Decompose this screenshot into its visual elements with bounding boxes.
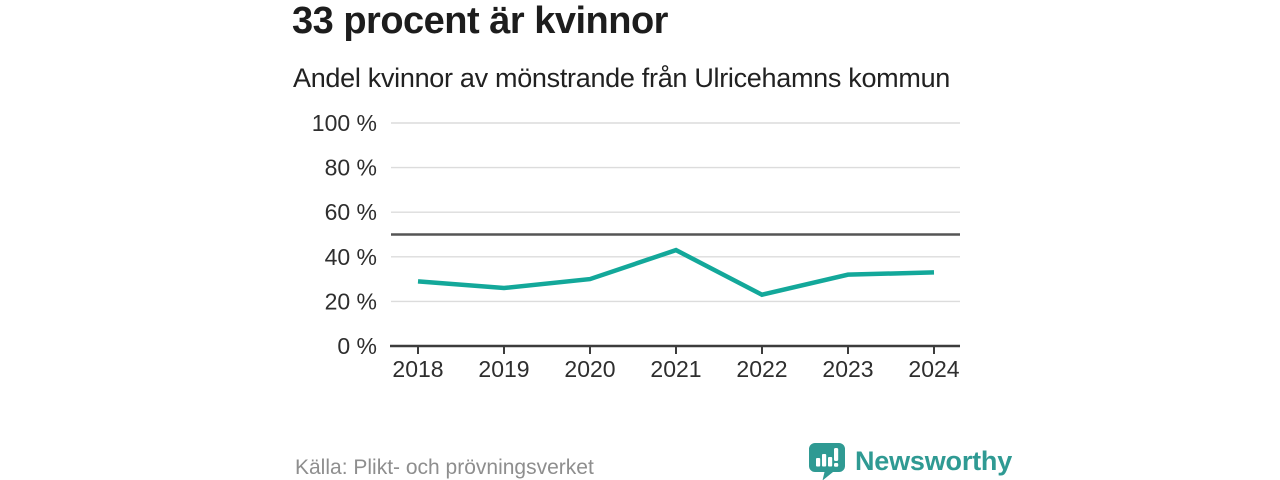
svg-text:2018: 2018 [392,356,443,382]
newsworthy-logo-icon [809,443,845,480]
svg-text:2022: 2022 [736,356,787,382]
svg-text:2021: 2021 [650,356,701,382]
newsworthy-logo: Newsworthy [808,442,1012,480]
brand-name: Newsworthy [855,445,1013,476]
svg-text:80 %: 80 % [325,155,377,181]
svg-text:2023: 2023 [822,356,873,382]
svg-text:2020: 2020 [564,356,615,382]
svg-text:2019: 2019 [478,356,529,382]
svg-text:60 %: 60 % [325,199,377,225]
chart-title: 33 procent är kvinnor [292,0,668,42]
source-note: Källa: Plikt- och prövningsverket [295,456,594,479]
svg-text:40 %: 40 % [325,244,377,270]
svg-text:2024: 2024 [908,356,959,382]
chart-subtitle: Andel kvinnor av mönstrande från Ulriceh… [293,63,950,93]
svg-text:0 %: 0 % [337,333,377,359]
svg-text:20 %: 20 % [325,288,377,314]
line-chart: 0 % 20 % 40 % 60 % 80 % 100 % 2018 2019 2020 2021… [312,110,960,382]
svg-text:100 %: 100 % [312,110,377,136]
